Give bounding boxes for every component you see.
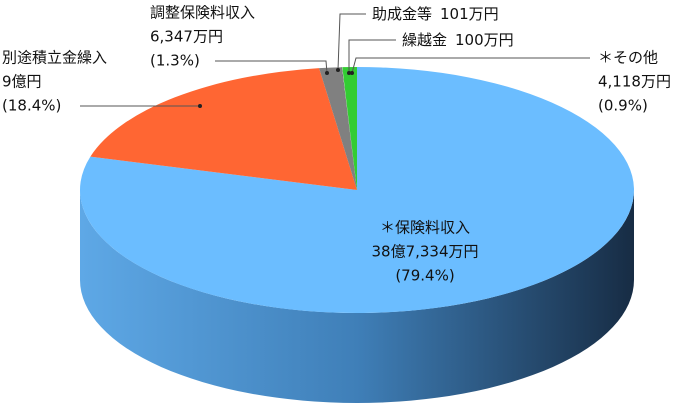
category-label: 調整保険料収入 <box>150 4 255 22</box>
value-label: 6,347万円 <box>150 28 223 46</box>
pie-slice <box>341 67 357 190</box>
value-label: 38億7,334万円 <box>371 243 478 261</box>
leader-line <box>337 13 366 71</box>
percent-label: (18.4%) <box>2 97 61 115</box>
percent-label: (1.3%) <box>150 52 200 70</box>
leader-line <box>351 57 590 74</box>
leader-dot <box>347 71 351 75</box>
value-label: 100万円 <box>455 31 514 49</box>
category-label: 助成金等 <box>372 5 432 23</box>
value-label: 101万円 <box>440 5 499 23</box>
pie-slice <box>342 67 357 190</box>
value-label: 4,118万円 <box>598 73 671 91</box>
pie-slice <box>90 68 358 190</box>
leader-line <box>215 60 328 74</box>
data-label: 繰越金 100万円 <box>402 31 514 49</box>
leader-dot <box>336 68 340 72</box>
data-label: 助成金等 101万円 <box>372 5 499 23</box>
category-label: ＊その他 <box>598 49 658 67</box>
leader-dot <box>198 104 202 108</box>
value-label: 9億円 <box>2 73 42 91</box>
leader-line <box>348 39 396 73</box>
category-label: 繰越金 <box>402 31 447 49</box>
pie-slice <box>319 67 357 190</box>
percent-label: (79.4%) <box>395 267 454 285</box>
pie-slice <box>341 67 357 190</box>
percent-label: (0.9%) <box>598 97 648 115</box>
category-label: ＊保険料収入 <box>380 219 470 237</box>
leader-dot <box>325 71 329 75</box>
category-label: 別途積立金繰入 <box>2 49 107 67</box>
pie-side <box>80 190 634 403</box>
leader-dot <box>350 71 354 75</box>
